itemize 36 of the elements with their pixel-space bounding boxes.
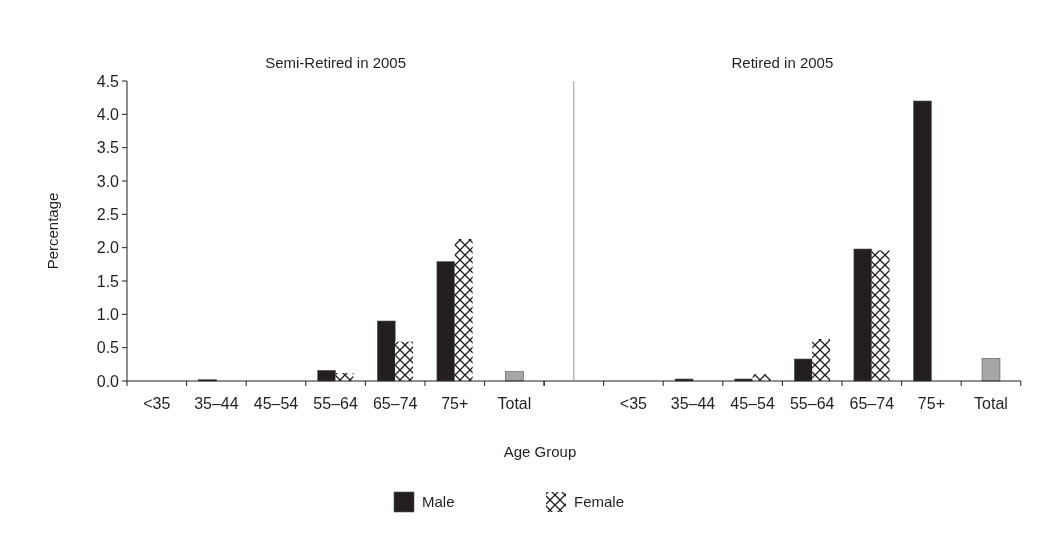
y-tick-label: 3.0 xyxy=(96,172,120,190)
x-tick-label: Total xyxy=(497,395,532,412)
x-tick-label: 45–54 xyxy=(253,395,299,412)
y-tick-label: 0.5 xyxy=(96,339,120,357)
y-tick-label: 3.5 xyxy=(96,139,120,157)
x-tick-label: 65–74 xyxy=(372,395,418,412)
x-tick-label: 35–44 xyxy=(670,395,716,412)
x-tick-label: 75+ xyxy=(441,395,469,412)
legend-label: Female xyxy=(574,493,625,511)
x-tick-label: 75+ xyxy=(917,395,945,412)
y-tick-label: 1.5 xyxy=(96,272,120,290)
y-tick-label: 2.0 xyxy=(96,239,120,257)
x-tick-label: 55–64 xyxy=(313,395,358,412)
bar xyxy=(871,250,890,381)
legend-label: Male xyxy=(422,493,455,511)
y-tick-label: 2.5 xyxy=(96,205,120,223)
x-tick-label: 55–64 xyxy=(789,395,835,412)
x-tick-label: 35–44 xyxy=(194,395,239,412)
y-tick-label: 4.5 xyxy=(96,72,120,90)
x-tick-label: 65–74 xyxy=(849,395,895,412)
x-tick-label: Total xyxy=(974,395,1008,412)
chart-title: Retired in 2005 xyxy=(731,54,834,71)
bar xyxy=(812,339,831,381)
x-tick-label: <35 xyxy=(143,395,171,412)
y-tick-label: 1.0 xyxy=(96,305,120,323)
bar xyxy=(505,371,524,382)
x-tick-label: 45–54 xyxy=(730,395,775,412)
y-axis-title: Percentage xyxy=(44,192,61,270)
bar xyxy=(454,239,473,381)
y-tick-label: 4.0 xyxy=(96,105,120,123)
x-tick-label: <35 xyxy=(619,395,648,412)
bar xyxy=(395,341,414,381)
x-axis-title: Age Group xyxy=(503,443,577,460)
chart-title: Semi-Retired in 2005 xyxy=(265,54,407,71)
y-tick-label: 0.0 xyxy=(96,372,120,390)
bar xyxy=(981,358,1001,382)
